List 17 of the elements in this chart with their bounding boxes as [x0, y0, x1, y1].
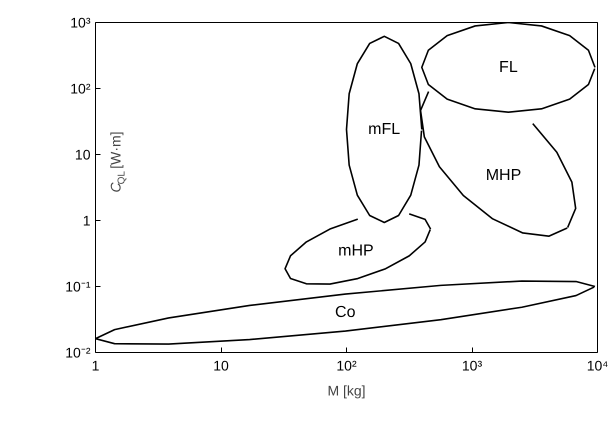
- y-tick-label: 1: [82, 212, 91, 228]
- x-tick-label: 10²: [336, 358, 357, 374]
- y-tick-label: 10³: [70, 14, 91, 30]
- series-label: Co: [335, 304, 356, 322]
- series-label: mFL: [368, 120, 400, 138]
- y-tick-label: 10⁻²: [65, 344, 91, 360]
- x-tick-label: 10: [213, 358, 229, 374]
- x-tick-label: 10⁴: [586, 358, 608, 374]
- y-tick-label: 10⁻¹: [65, 278, 91, 294]
- series-label: mHP: [338, 242, 374, 260]
- series-label: MHP: [486, 167, 522, 184]
- y-axis-title: CQL [W·m]: [108, 131, 128, 192]
- x-axis-title: M [kg]: [327, 382, 366, 398]
- text: FL: [499, 58, 518, 76]
- y-tick-label: 10²: [70, 80, 91, 96]
- x-tick-label: 10³: [462, 358, 482, 374]
- y-tick-label: 10: [74, 146, 91, 162]
